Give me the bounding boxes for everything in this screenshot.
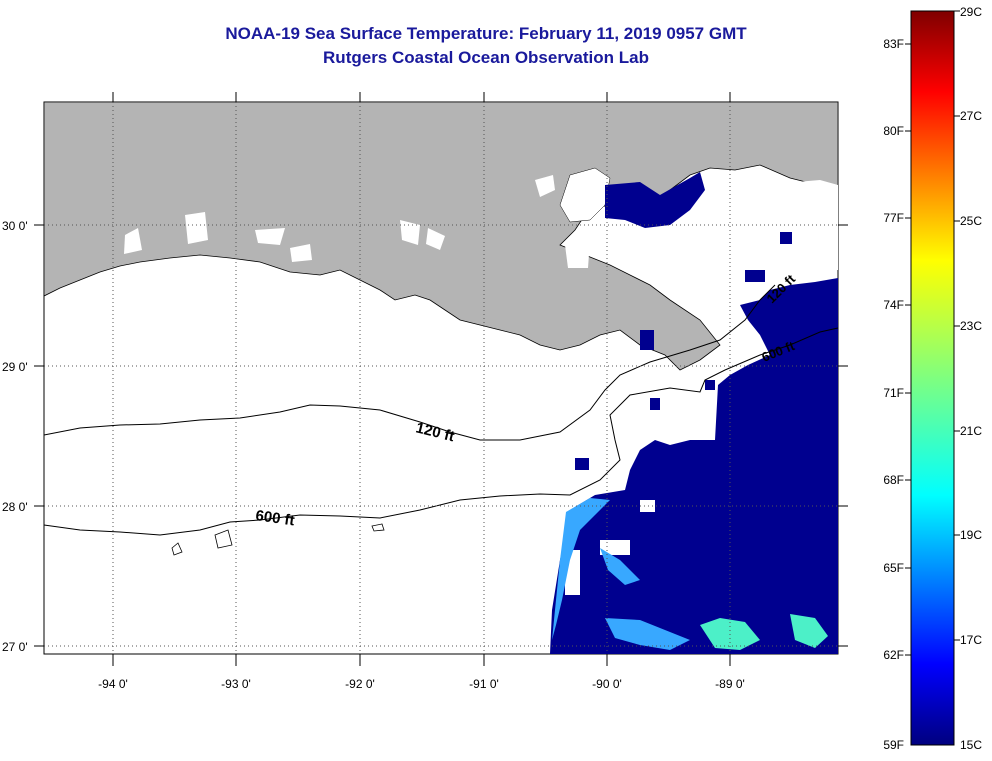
lake [124, 228, 142, 254]
sst-warm-patch [600, 548, 640, 585]
depth-contour-island [371, 523, 385, 532]
lat-label-28: 28 0' [2, 500, 28, 514]
lake [185, 212, 208, 244]
lat-label-30: 30 0' [2, 219, 28, 233]
lat-lon-grid [44, 102, 838, 654]
frame-ticks [34, 92, 848, 666]
sst-patch [780, 232, 792, 244]
colorbar-label-f: 77F [883, 211, 904, 225]
map-subtitle: Rutgers Coastal Ocean Observation Lab [323, 48, 649, 67]
sst-warm-patch [790, 614, 828, 648]
colorbar-label-f: 59F [883, 738, 904, 752]
no-data-patch [640, 500, 655, 512]
colorbar-label-c: 17C [960, 633, 982, 647]
sst-warm-patch [552, 498, 610, 640]
lon-label-92: -92 0' [345, 677, 375, 691]
lake [255, 228, 285, 245]
temperature-colorbar [910, 10, 955, 746]
lon-label-93: -93 0' [221, 677, 251, 691]
lake [400, 220, 420, 245]
depth-contour-island [171, 542, 183, 556]
lake [290, 244, 312, 262]
lake [720, 180, 838, 270]
lon-label-91: -91 0' [469, 677, 499, 691]
colorbar-ticks [905, 10, 960, 656]
lon-label-90: -90 0' [592, 677, 622, 691]
lon-label-89: -89 0' [715, 677, 745, 691]
lat-label-29: 29 0' [2, 360, 28, 374]
lake [535, 175, 555, 197]
colorbar-label-c: 21C [960, 424, 982, 438]
sst-offshore-field [550, 278, 838, 654]
colorbar-label-f: 80F [883, 124, 904, 138]
sst-patch [705, 380, 715, 390]
depth-contour-island [214, 529, 233, 549]
sst-patch [650, 398, 660, 410]
lake [426, 228, 445, 250]
colorbar-label-c: 23C [960, 319, 982, 333]
sst-patch [640, 330, 654, 350]
lake [565, 240, 590, 268]
sst-warm-patch [605, 618, 690, 650]
lake [559, 167, 611, 223]
depth-contour-600ft [44, 327, 838, 536]
depth-contour-120ft [44, 284, 776, 441]
colorbar-label-f: 71F [883, 386, 904, 400]
colorbar-label-f: 65F [883, 561, 904, 575]
colorbar-label-f: 83F [883, 37, 904, 51]
map-title: NOAA-19 Sea Surface Temperature: Februar… [225, 24, 747, 43]
colorbar-label-f: 62F [883, 648, 904, 662]
colorbar-label-c: 19C [960, 528, 982, 542]
sst-patch [575, 458, 589, 470]
lat-label-27: 27 0' [2, 640, 28, 654]
colorbar-label-c: 25C [960, 214, 982, 228]
colorbar-label-f: 68F [883, 473, 904, 487]
contour-label-600ft: 600 ft [254, 507, 295, 529]
sst-patch [745, 270, 765, 282]
colorbar-label-c: 15C [960, 738, 982, 752]
bay-cold-water [605, 172, 705, 228]
colorbar-label-c: 29C [960, 5, 982, 19]
colorbar-label-c: 27C [960, 109, 982, 123]
colorbar-label-f: 74F [883, 298, 904, 312]
no-data-patch [600, 540, 630, 555]
lon-label-94: -94 0' [98, 677, 128, 691]
